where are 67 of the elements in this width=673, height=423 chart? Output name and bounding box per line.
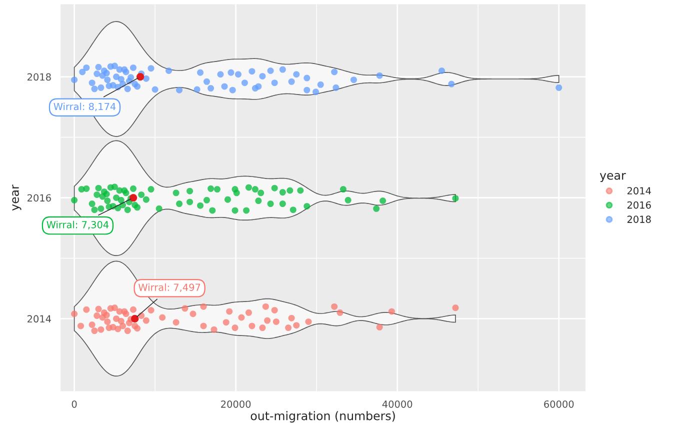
point: [94, 312, 100, 319]
point: [130, 306, 137, 313]
point: [210, 326, 218, 333]
point: [388, 308, 395, 315]
point: [200, 322, 207, 330]
point: [272, 318, 280, 325]
y-tick-label: 2018: [28, 73, 51, 81]
point: [245, 309, 252, 316]
point: [104, 318, 111, 325]
point: [259, 324, 266, 332]
point: [71, 310, 78, 318]
point: [293, 322, 300, 329]
point: [88, 321, 96, 328]
legend-label: 2016: [627, 201, 651, 209]
x-tick-label: 20000: [221, 400, 251, 408]
point: [136, 72, 144, 81]
point: [262, 303, 269, 310]
y-tick-label: 2016: [28, 194, 51, 202]
point: [142, 317, 150, 324]
point: [91, 328, 98, 334]
point: [98, 326, 104, 333]
point: [129, 194, 138, 202]
x-tick-label: 60000: [544, 400, 574, 408]
point: [264, 317, 271, 324]
annotation: Wirral: 7,304: [46, 220, 109, 230]
point: [305, 318, 312, 325]
point: [121, 308, 128, 315]
point: [78, 322, 84, 330]
point: [452, 304, 459, 312]
point: [248, 322, 256, 330]
point: [190, 310, 196, 318]
point: [288, 314, 295, 322]
point: [124, 328, 131, 334]
y-axis-title: year: [12, 184, 22, 211]
point: [222, 319, 230, 326]
x-tick-label: 0: [72, 400, 77, 408]
legend-label: 2014: [627, 187, 651, 194]
legend-title: year: [600, 172, 626, 182]
point: [331, 303, 338, 310]
point: [226, 308, 233, 315]
annotation: Wirral: 8,174: [54, 102, 116, 112]
point: [182, 305, 188, 312]
point: [111, 304, 118, 312]
point: [131, 314, 139, 323]
x-tick-label: 40000: [382, 400, 412, 408]
point: [172, 319, 180, 326]
point: [113, 315, 120, 322]
point: [376, 324, 383, 330]
y-tick-label: 2014: [28, 315, 51, 323]
point: [200, 303, 207, 310]
point: [271, 306, 278, 314]
point: [238, 314, 245, 321]
point: [118, 318, 124, 324]
point: [132, 322, 138, 330]
point: [148, 306, 154, 314]
point: [83, 306, 90, 313]
point: [95, 306, 102, 312]
point: [103, 312, 110, 318]
x-axis-title: out-migration (numbers): [250, 411, 395, 423]
point: [232, 324, 238, 332]
point: [336, 309, 344, 316]
annotation: Wirral: 7,497: [138, 283, 200, 292]
legend-label: 2018: [627, 216, 651, 223]
point: [114, 326, 122, 332]
point: [285, 324, 292, 332]
point: [106, 324, 112, 332]
point: [159, 314, 166, 321]
